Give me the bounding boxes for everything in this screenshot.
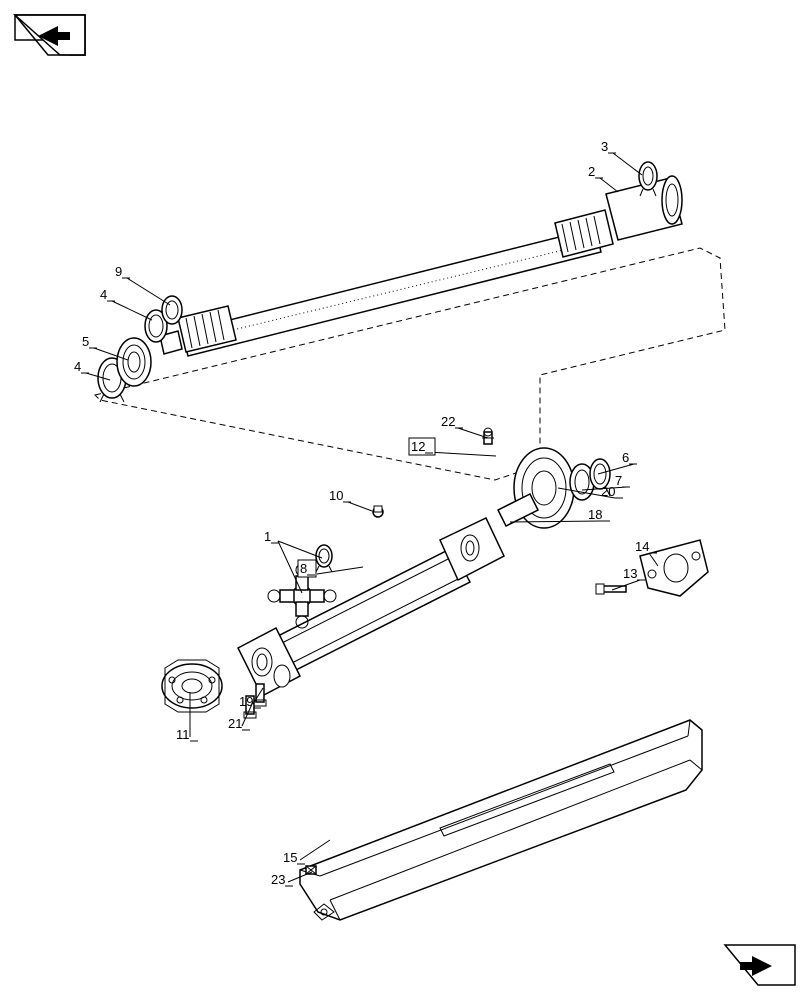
leader-line bbox=[300, 840, 330, 860]
callout-number: 21 bbox=[228, 716, 242, 731]
callout-number: 9 bbox=[115, 264, 122, 279]
leader-line bbox=[428, 452, 496, 456]
callout-number: 19 bbox=[239, 694, 253, 709]
callout-number: 1 bbox=[264, 529, 271, 544]
leader-line bbox=[317, 567, 363, 574]
callout-number: 23 bbox=[271, 872, 285, 887]
next-page-icon[interactable] bbox=[725, 945, 795, 985]
callout-number: 15 bbox=[283, 850, 297, 865]
callout-number: 13 bbox=[623, 566, 637, 581]
callout-number: 12 bbox=[411, 439, 425, 454]
upper-shaft bbox=[160, 210, 613, 356]
callout-number: 20 bbox=[601, 484, 615, 499]
leader-line bbox=[600, 178, 618, 192]
right-sleeve bbox=[606, 162, 682, 240]
callout-number: 11 bbox=[176, 727, 190, 742]
callout-number: 14 bbox=[635, 539, 649, 554]
prev-page-icon[interactable] bbox=[15, 15, 85, 55]
leader-line bbox=[613, 153, 642, 175]
callout-number: 4 bbox=[100, 287, 107, 302]
callout-number: 2 bbox=[588, 164, 595, 179]
callout-number: 8 bbox=[300, 561, 307, 576]
leader-line bbox=[112, 301, 152, 320]
callout-number: 6 bbox=[622, 450, 629, 465]
leader-line bbox=[127, 278, 170, 305]
callout-number: 7 bbox=[615, 473, 622, 488]
callout-number: 18 bbox=[588, 507, 602, 522]
diagram-canvas: 1234456789101112131415181920212223 bbox=[0, 0, 812, 1000]
propshaft bbox=[162, 428, 610, 718]
support-bracket bbox=[596, 540, 708, 596]
leader-line bbox=[348, 502, 372, 511]
guard-tray bbox=[300, 720, 702, 920]
callout-number: 5 bbox=[82, 334, 89, 349]
callout-number: 3 bbox=[601, 139, 608, 154]
callout-number: 4 bbox=[74, 359, 81, 374]
callout-number: 10 bbox=[329, 488, 343, 503]
callout-number: 22 bbox=[441, 414, 455, 429]
